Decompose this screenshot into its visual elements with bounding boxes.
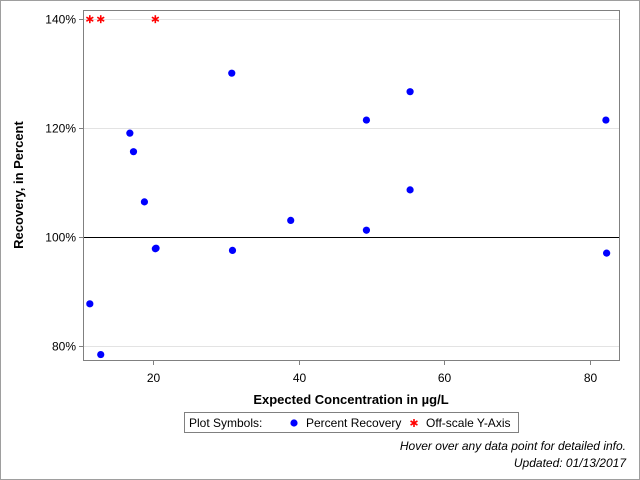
recovery-point (362, 226, 371, 234)
recovery-point (126, 129, 134, 137)
x-tick-label: 40 (293, 371, 307, 385)
legend-item-percent-recovery: Percent Recovery (306, 416, 401, 430)
recovery-point (140, 198, 149, 206)
y-tick-label: 100% (45, 231, 76, 245)
recovery-point (287, 216, 295, 224)
recovery-point (406, 186, 414, 194)
recovery-point (97, 350, 105, 359)
off-scale-marker (96, 15, 105, 24)
x-tick-label: 20 (147, 371, 161, 385)
axis-ticks: 80% 100% 120% 140% 20 40 60 80 (45, 13, 597, 386)
recovery-point (602, 116, 610, 124)
hover-hint: Hover over any data point for detailed i… (399, 439, 626, 453)
recovery-point (152, 244, 160, 252)
legend-circle-marker-icon (290, 419, 298, 427)
recovery-point (228, 69, 236, 77)
updated-date: Updated: 01/13/2017 (513, 456, 626, 470)
x-tick-label: 60 (438, 371, 452, 385)
recovery-point (129, 148, 138, 156)
plot-area (83, 10, 620, 361)
recovery-point (228, 246, 237, 254)
y-tick-label: 80% (52, 340, 76, 354)
data-points (85, 15, 611, 359)
legend-item-off-scale: Off-scale Y-Axis (426, 416, 510, 430)
legend-asterisk-glyph (410, 419, 418, 427)
y-tick-label: 120% (45, 122, 76, 136)
y-tick-label: 140% (45, 13, 76, 27)
off-scale-marker (85, 15, 94, 24)
x-axis-title: Expected Concentration in µg/L (253, 392, 448, 407)
legend-label: Plot Symbols: (189, 416, 262, 430)
y-axis-title: Recovery, in Percent (11, 121, 26, 249)
legend-box (184, 412, 519, 433)
recovery-point (406, 88, 414, 96)
x-tick-label: 80 (584, 371, 598, 385)
legend: Plot Symbols: Percent Recovery Off-scale… (184, 412, 519, 433)
recovery-point (362, 116, 371, 124)
legend-asterisk-marker-icon (410, 419, 418, 427)
off-scale-marker (151, 15, 160, 24)
recovery-point (86, 300, 94, 308)
gridlines (84, 19, 619, 347)
recovery-point (603, 249, 611, 257)
